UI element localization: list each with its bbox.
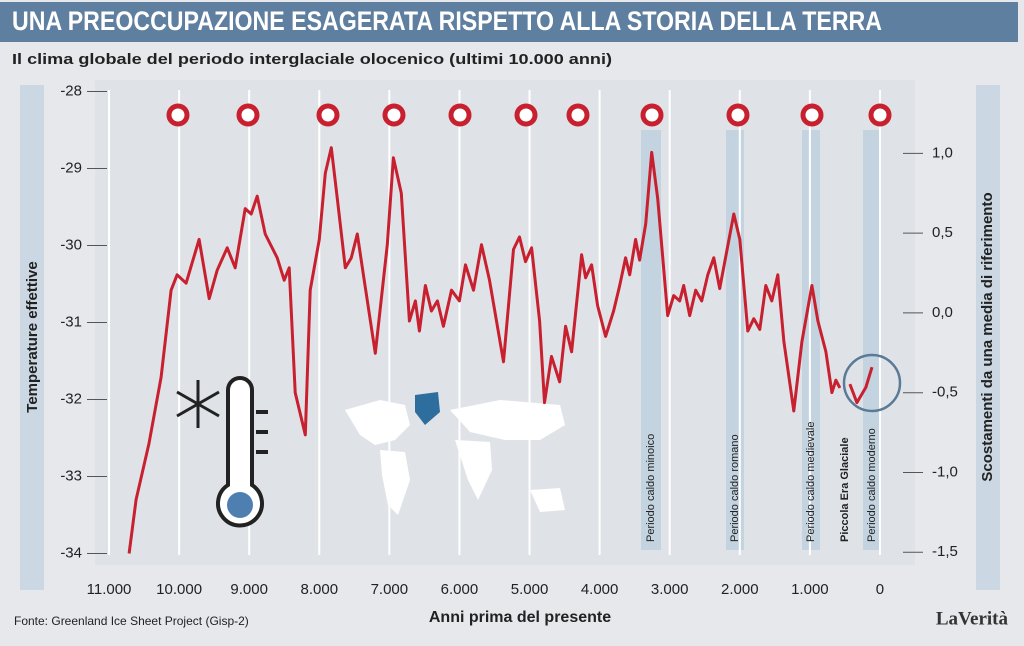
chart-subtitle: Il clima globale del periodo interglacia… — [12, 51, 612, 68]
marker-ring — [448, 103, 472, 127]
x-tick-label: 9.000 — [230, 581, 268, 598]
thermometer-icon — [176, 376, 268, 528]
chart-title: UNA PREOCCUPAZIONE ESAGERATA RISPETTO AL… — [12, 6, 882, 36]
modern-highlight — [842, 353, 902, 413]
marker-ring — [640, 103, 664, 127]
world-map — [345, 392, 565, 515]
y-tick-label: -28 — [60, 83, 82, 100]
marker-ring — [166, 103, 190, 127]
period-band — [802, 130, 820, 550]
y2-tick-label: -0,5 — [932, 384, 958, 401]
snowflake-arm — [176, 390, 220, 418]
title-banner — [0, 2, 1018, 42]
period-band — [641, 130, 661, 550]
marker-ring — [316, 103, 340, 127]
x-tick-label: 7.000 — [371, 581, 409, 598]
marker-ring — [800, 103, 824, 127]
period-label: Periodo caldo romano — [729, 434, 741, 542]
y2-tick-label: 0,5 — [932, 224, 953, 241]
x-tick-label: 2.000 — [721, 581, 759, 598]
y-label-band — [20, 85, 44, 590]
thermometer-bulb — [227, 492, 253, 518]
continent — [380, 450, 410, 515]
period-band — [863, 130, 881, 550]
y-tick-label: -33 — [60, 467, 82, 484]
x-tick-label: 5.000 — [511, 581, 549, 598]
x-axis-label: Anni prima del presente — [429, 609, 611, 626]
x-tick-label: 4.000 — [581, 581, 619, 598]
continent — [530, 488, 565, 512]
x-tick-label: 6.000 — [441, 581, 479, 598]
logo: LaVerità — [936, 608, 1009, 629]
x-tick-label: 3.000 — [651, 581, 689, 598]
x-tick-label: 8.000 — [301, 581, 339, 598]
period-bands — [641, 130, 881, 550]
marker-ring — [514, 103, 538, 127]
x-tick-label: 10.000 — [156, 581, 202, 598]
warm-markers — [166, 103, 892, 127]
temperature-line — [127, 146, 874, 554]
x-tick-label: 0 — [876, 581, 884, 598]
x-tick-label: 1.000 — [791, 581, 829, 598]
thermometer — [216, 376, 264, 528]
y2-tick-label: -1,0 — [932, 463, 958, 480]
greenland — [415, 392, 440, 425]
marker-ring — [726, 103, 750, 127]
y2-tick-label: -1,5 — [932, 543, 958, 560]
y-axis-label: Temperature effettive — [24, 261, 41, 412]
y-tick-label: -34 — [60, 544, 82, 561]
continent — [345, 400, 410, 445]
plot — [127, 146, 874, 554]
period-label: Periodo caldo moderno — [866, 428, 878, 542]
y-tick-label: -30 — [60, 236, 82, 253]
period-label: Piccola Era Glaciale — [839, 437, 851, 542]
y2-tick-label: 0,0 — [932, 304, 953, 321]
marker-ring — [566, 103, 590, 127]
y2-axis-label: Scostamenti da una media di riferimento — [979, 192, 996, 481]
y-tick-label: -29 — [60, 160, 82, 177]
y2-tick-label: 1,0 — [932, 144, 953, 161]
marker-ring — [382, 103, 406, 127]
source: Fonte: Greenland Ice Sheet Project (Gisp… — [14, 614, 249, 628]
marker-ring — [236, 103, 260, 127]
continent — [455, 440, 492, 500]
snowflake — [176, 380, 220, 428]
marker-ring — [868, 103, 892, 127]
plot-area — [95, 80, 915, 565]
grid — [87, 90, 923, 555]
y2-label-band — [976, 85, 1000, 590]
continent — [450, 400, 565, 440]
y-tick-label: -31 — [60, 313, 82, 330]
x-tick-label: 11.000 — [87, 581, 132, 598]
period-label: Periodo caldo medievale — [805, 422, 817, 542]
period-label: Periodo caldo minoico — [645, 434, 657, 542]
y-tick-label: -32 — [60, 390, 82, 407]
